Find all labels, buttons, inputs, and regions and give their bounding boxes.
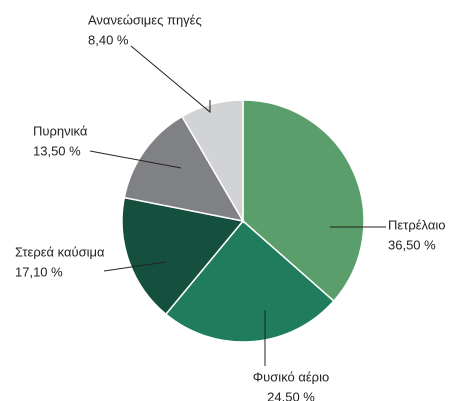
leader-line bbox=[103, 261, 167, 272]
pie-slice bbox=[121, 196, 245, 316]
slice-value-label: 13,50 % bbox=[33, 143, 81, 158]
pie-slice bbox=[123, 115, 245, 223]
slice-label: Πετρέλαιο bbox=[388, 217, 445, 232]
pie-slice bbox=[164, 219, 335, 343]
slice-value-label: 24.50 % bbox=[267, 389, 315, 401]
slice-label: Πυρηνικά bbox=[33, 123, 88, 138]
pie-slice bbox=[181, 99, 244, 224]
leader-line bbox=[89, 150, 182, 169]
slice-label: Στερεά καύσιμα bbox=[15, 244, 105, 259]
slice-label: Φυσικό αέριο bbox=[253, 369, 329, 384]
slice-value-label: 17,10 % bbox=[15, 264, 63, 279]
pie-slice bbox=[242, 99, 365, 303]
slice-value-label: 36,50 % bbox=[388, 237, 436, 252]
leader-line bbox=[130, 45, 211, 114]
slice-label: Ανανεώσιμες πηγές bbox=[88, 12, 202, 27]
slice-value-label: 8,40 % bbox=[88, 32, 129, 47]
